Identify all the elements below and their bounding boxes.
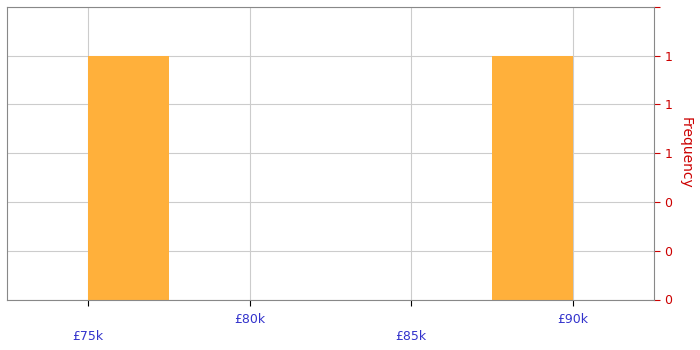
- Text: £85k: £85k: [395, 330, 427, 343]
- Text: £80k: £80k: [234, 313, 265, 327]
- Y-axis label: Frequency: Frequency: [679, 117, 693, 189]
- Text: £90k: £90k: [557, 313, 589, 327]
- Text: £75k: £75k: [72, 330, 104, 343]
- Bar: [492, 56, 573, 300]
- Bar: [88, 56, 169, 300]
